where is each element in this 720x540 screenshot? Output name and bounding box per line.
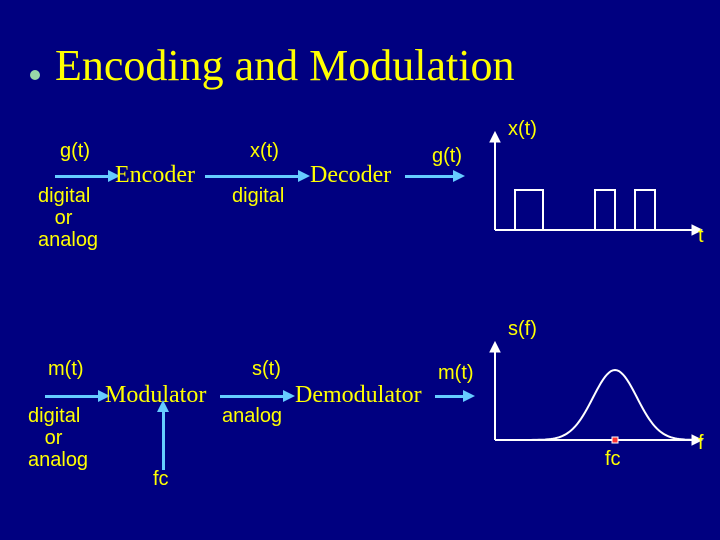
label-fc-axis: fc: [605, 448, 621, 471]
label-s-t: s(t): [252, 358, 281, 381]
slide: Encoding and Modulation g(t) Encoder x(t…: [0, 0, 720, 540]
label-m-t-out: m(t): [438, 362, 474, 385]
decoder-block: Decoder: [310, 162, 391, 189]
arrow-x-mid-head-icon: [298, 170, 310, 182]
label-g-t-out: g(t): [432, 145, 462, 168]
label-f-axis: f: [698, 432, 704, 455]
graph-spectrum: [480, 340, 705, 460]
label-s-f: s(f): [508, 318, 537, 341]
arrow-s-mid: [220, 395, 285, 398]
label-digital: digital: [232, 185, 284, 208]
arrow-g-out: [405, 175, 455, 178]
title-bullet-icon: [30, 70, 40, 80]
demodulator-block: Demodulator: [295, 382, 422, 409]
arrow-m-out-head-icon: [463, 390, 475, 402]
arrow-m-in: [45, 395, 100, 398]
label-g-t-in: g(t): [60, 140, 90, 163]
arrow-g-out-head-icon: [453, 170, 465, 182]
label-m-t-in: m(t): [48, 358, 84, 381]
arrow-x-mid: [205, 175, 300, 178]
label-digital-or-analog-1: digital or analog: [38, 185, 98, 251]
label-t-axis: t: [698, 225, 704, 248]
label-digital-or-analog-2: digital or analog: [28, 405, 88, 471]
arrow-m-out: [435, 395, 465, 398]
arrow-g-in: [55, 175, 110, 178]
label-analog: analog: [222, 405, 282, 428]
slide-title: Encoding and Modulation: [55, 40, 515, 91]
label-fc-in: fc: [153, 468, 169, 491]
arrow-fc-up-head-icon: [157, 400, 169, 412]
arrow-s-mid-head-icon: [283, 390, 295, 402]
encoder-block: Encoder: [115, 162, 195, 189]
arrow-fc-up: [162, 410, 165, 470]
label-x-t-mid: x(t): [250, 140, 279, 163]
modulator-block: Modulator: [105, 382, 206, 409]
graph-digital: [480, 130, 705, 250]
